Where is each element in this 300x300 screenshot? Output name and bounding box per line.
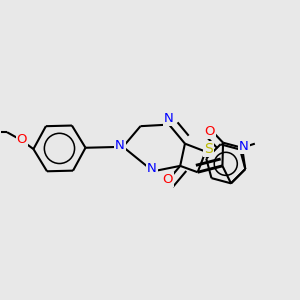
Text: N: N: [164, 112, 174, 125]
Text: N: N: [147, 162, 157, 175]
Text: N: N: [239, 140, 249, 153]
Text: S: S: [204, 142, 212, 156]
Text: O: O: [204, 125, 215, 138]
Text: N: N: [115, 139, 125, 152]
Text: O: O: [162, 173, 173, 186]
Text: O: O: [17, 133, 27, 146]
